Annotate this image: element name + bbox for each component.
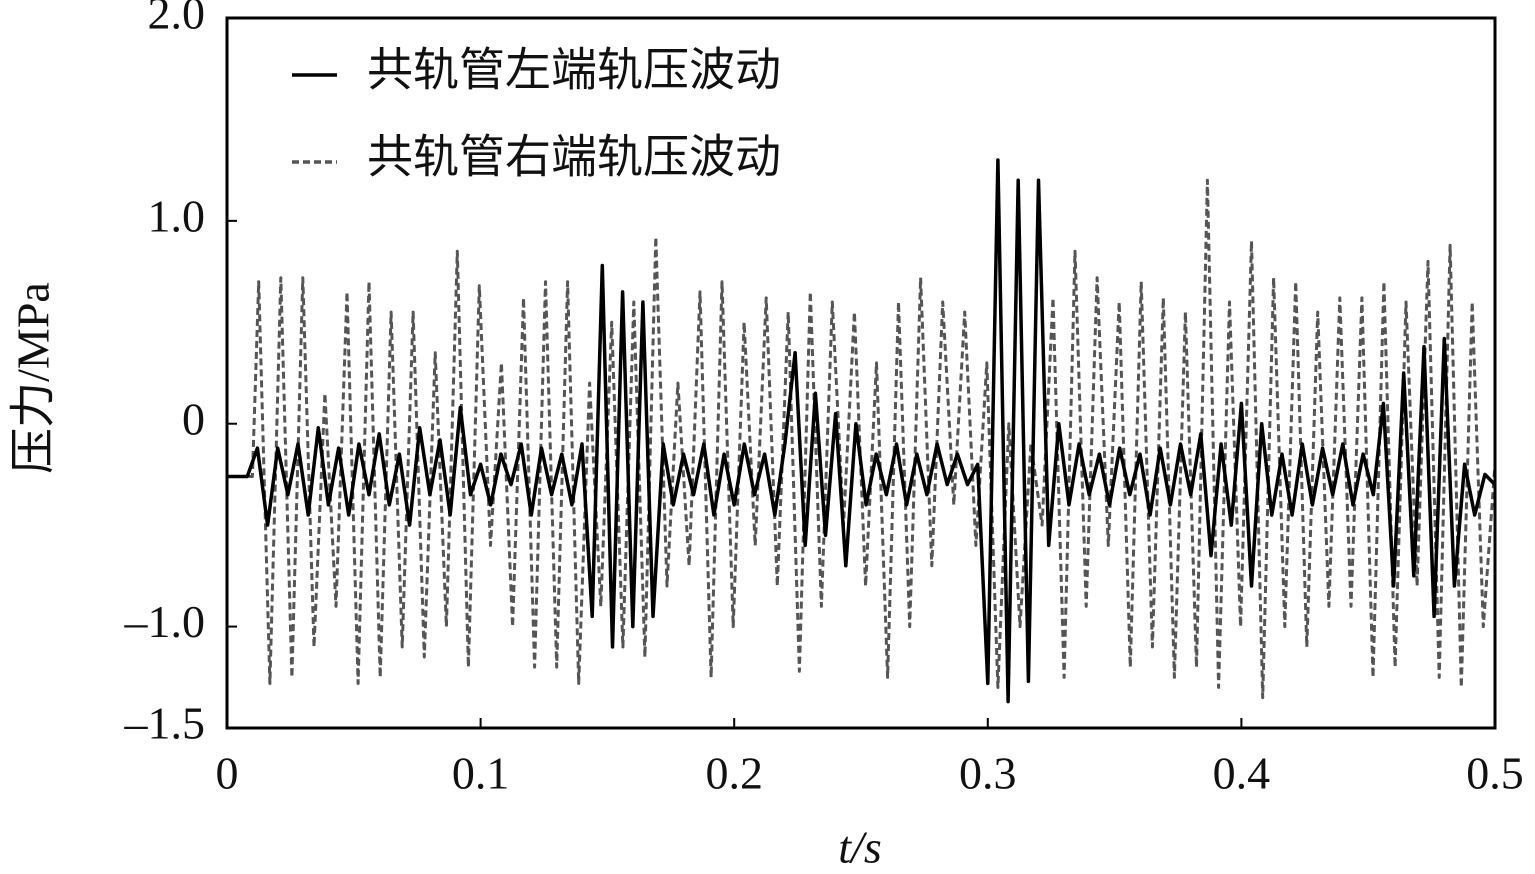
x-tick-label: 0.5: [1466, 748, 1524, 799]
x-tick-label: 0.2: [705, 748, 763, 799]
legend-label: 共轨管左端轨压波动: [367, 45, 781, 96]
y-tick-label: 1.0: [148, 190, 206, 241]
y-tick-label: 0: [182, 393, 205, 444]
x-tick-label: 0.3: [959, 748, 1017, 799]
x-tick-label: 0: [216, 748, 239, 799]
x-tick-label: 0.1: [452, 748, 510, 799]
y-tick-label: –1.5: [124, 698, 206, 749]
y-axis-label: 压力/MPa: [8, 282, 59, 474]
plot-frame: [225, 16, 1497, 730]
y-tick-label: –1.0: [124, 596, 206, 647]
data-line: [227, 178, 1497, 700]
y-tick-label: 2.0: [148, 0, 206, 39]
x-tick-label: 0.4: [1213, 748, 1271, 799]
legend-label: 共轨管右端轨压波动: [367, 132, 781, 183]
data-line: [227, 158, 1497, 704]
x-axis-label: t/s: [838, 822, 881, 873]
